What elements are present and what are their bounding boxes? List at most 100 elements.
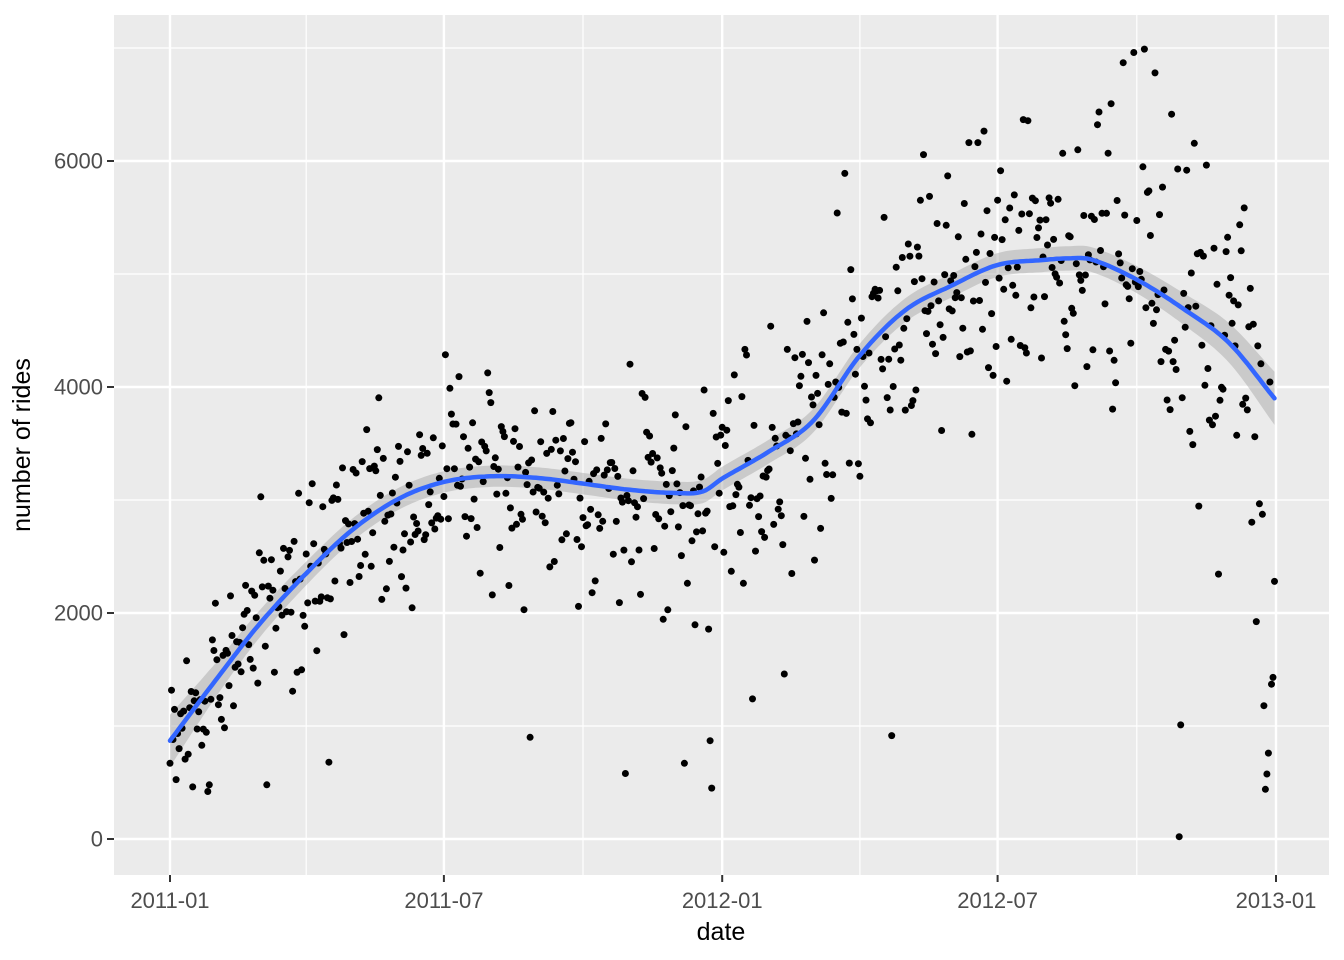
data-point (743, 351, 750, 359)
data-point (286, 546, 293, 554)
data-point (1136, 268, 1144, 275)
data-point (879, 365, 887, 373)
data-point (646, 432, 654, 440)
data-point (419, 445, 427, 452)
x-tick-label: 2012-01 (682, 888, 763, 913)
data-point (1198, 341, 1206, 349)
data-point (953, 289, 961, 297)
data-point (1236, 221, 1244, 229)
data-point (717, 431, 725, 439)
data-point (482, 447, 490, 455)
data-point (594, 511, 602, 519)
data-point (561, 467, 569, 475)
y-axis-title: number of rides (8, 358, 36, 532)
data-point (398, 573, 405, 581)
data-point (649, 450, 657, 457)
data-point (809, 401, 817, 409)
data-point (703, 507, 711, 515)
data-point (842, 409, 850, 417)
data-point (865, 349, 873, 357)
data-point (395, 442, 402, 450)
data-point (1038, 354, 1045, 362)
data-point (823, 471, 831, 478)
data-point (708, 784, 716, 792)
data-point (443, 465, 451, 473)
data-point (915, 252, 923, 260)
data-point (579, 514, 587, 522)
data-point (983, 207, 991, 215)
data-point (1003, 377, 1011, 385)
data-point (276, 567, 284, 575)
data-point (1165, 347, 1173, 355)
data-point (537, 438, 545, 446)
x-tick-label: 2012-07 (957, 888, 1038, 913)
data-point (239, 624, 247, 632)
data-point (895, 341, 903, 349)
data-point (243, 607, 251, 614)
data-point (379, 454, 387, 462)
data-point (447, 410, 455, 418)
data-point (968, 430, 976, 438)
data-point (1174, 165, 1182, 173)
data-point (476, 569, 484, 577)
data-point (547, 445, 555, 453)
data-point (422, 531, 430, 539)
data-point (506, 504, 514, 512)
data-point (1054, 195, 1062, 203)
data-point (166, 759, 174, 767)
data-point (552, 436, 560, 444)
data-point (1159, 183, 1166, 191)
data-point (299, 611, 307, 619)
data-point (375, 394, 383, 402)
data-point (505, 582, 513, 589)
data-point (251, 591, 259, 599)
data-point (516, 443, 523, 450)
data-point (1090, 216, 1098, 223)
data-point (479, 478, 487, 486)
data-point (337, 544, 345, 552)
data-point (1242, 394, 1250, 402)
data-point (1246, 284, 1254, 292)
data-point (936, 321, 944, 329)
data-point (1180, 289, 1188, 297)
data-point (1050, 235, 1058, 243)
data-point (543, 449, 551, 457)
data-point (325, 758, 333, 766)
data-point (621, 770, 629, 777)
data-point (396, 457, 404, 465)
data-point (553, 481, 561, 489)
data-point (1133, 217, 1141, 224)
data-point (1110, 356, 1118, 364)
data-point (979, 325, 986, 333)
data-point (1240, 204, 1248, 212)
data-point (348, 538, 356, 545)
data-point (257, 493, 265, 501)
data-point (475, 458, 483, 466)
data-point (313, 647, 321, 655)
data-point (575, 602, 582, 610)
data-point (372, 467, 380, 475)
data-point (1041, 293, 1048, 301)
data-point (1024, 117, 1032, 125)
data-point (357, 562, 365, 569)
data-point (1112, 379, 1120, 387)
data-point (971, 263, 979, 271)
data-point (1243, 406, 1251, 414)
data-point (1007, 335, 1015, 343)
data-point (1251, 433, 1259, 441)
data-point (720, 548, 728, 556)
data-point (1119, 59, 1127, 67)
data-point (401, 530, 408, 538)
data-point (1048, 264, 1056, 271)
data-point (378, 595, 386, 603)
data-point (510, 437, 517, 445)
data-point (903, 315, 911, 323)
data-point (272, 624, 280, 632)
data-point (193, 725, 201, 733)
data-point (281, 585, 289, 592)
data-point (1146, 232, 1154, 239)
data-point (513, 520, 520, 528)
data-point (736, 529, 744, 536)
data-point (1063, 345, 1071, 353)
data-point (746, 501, 753, 509)
